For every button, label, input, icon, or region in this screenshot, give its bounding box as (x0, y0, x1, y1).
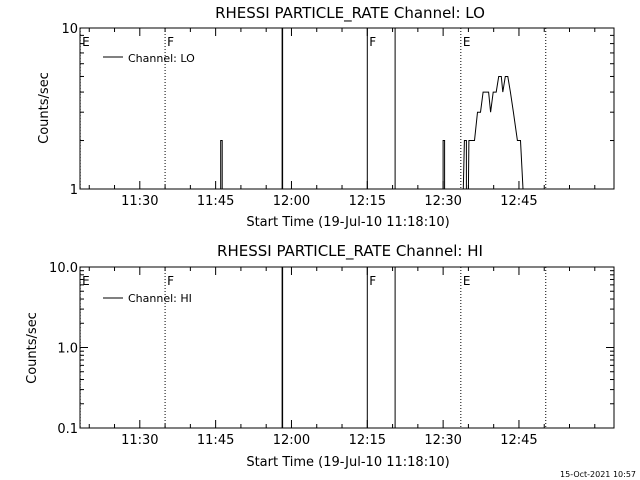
x-tick-label: 11:30 (121, 433, 158, 448)
legend-label: Channel: LO (128, 52, 195, 65)
legend-label: Channel: HI (128, 292, 192, 305)
y-tick-label: 10 (61, 22, 78, 37)
y-tick-label: 0.1 (57, 422, 78, 437)
chart-title: RHESSI PARTICLE_RATE Channel: LO (215, 4, 485, 23)
x-tick-label: 12:00 (273, 433, 310, 448)
chart-title: RHESSI PARTICLE_RATE Channel: HI (217, 242, 483, 261)
footer-timestamp: 15-Oct-2021 10:57 (560, 470, 636, 479)
event-marker-label: F (369, 35, 376, 49)
event-marker-label: F (167, 274, 174, 288)
panel-hi-channel: RHESSI PARTICLE_RATE Channel: HI Start T… (25, 242, 615, 470)
y-axis-label: Counts/sec (25, 312, 40, 384)
x-tick-label: 12:15 (349, 433, 386, 448)
y-tick-label: 1.0 (57, 342, 78, 357)
x-axis-label: Start Time (19-Jul-10 11:18:10) (246, 215, 449, 230)
event-marker-label: E (82, 35, 90, 49)
event-marker-label: F (167, 35, 174, 49)
panel-lo-channel: RHESSI PARTICLE_RATE Channel: LO Start T… (37, 4, 615, 230)
y-axis-label: Counts/sec (37, 72, 52, 144)
event-marker-label: F (369, 274, 376, 288)
x-tick-label: 12:15 (349, 194, 386, 209)
plot-frame (79, 27, 615, 190)
data-series-line (220, 140, 223, 189)
event-marker-label: E (82, 274, 90, 288)
x-tick-label: 11:45 (197, 433, 234, 448)
x-tick-label: 12:00 (273, 194, 310, 209)
x-tick-label: 12:30 (424, 194, 461, 209)
y-tick-label: 1 (70, 183, 78, 198)
x-tick-label: 12:45 (500, 433, 537, 448)
data-series-line (462, 76, 524, 190)
x-tick-label: 12:45 (500, 194, 537, 209)
x-tick-label: 11:45 (197, 194, 234, 209)
event-marker-label: E (463, 274, 471, 288)
event-marker-label: E (463, 35, 471, 49)
x-tick-label: 11:30 (121, 194, 158, 209)
x-axis-label: Start Time (19-Jul-10 11:18:10) (246, 455, 449, 470)
data-series-line (442, 140, 446, 189)
y-tick-label: 10.0 (49, 261, 78, 276)
x-tick-label: 12:30 (424, 433, 461, 448)
